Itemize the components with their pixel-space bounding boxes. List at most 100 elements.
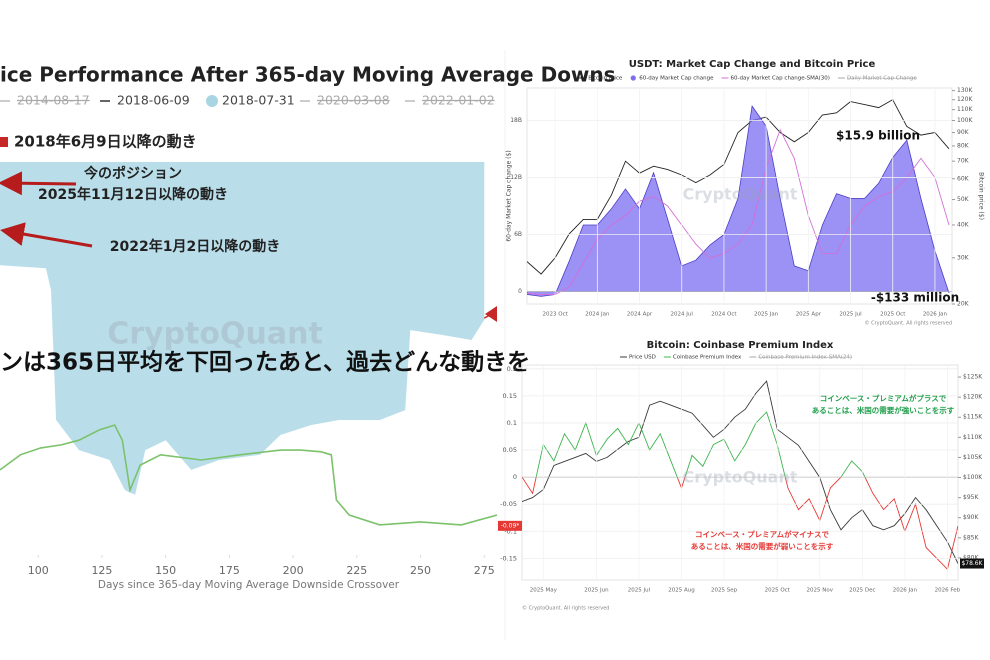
y2-tick-label: 60K (957, 175, 970, 182)
band-area (0, 162, 485, 495)
x-tick-label: 2025 Dec (849, 588, 875, 594)
annotation: $15.9 billion (836, 129, 920, 143)
x-tick-label: 2024 Jul (671, 312, 694, 318)
x-tick-label: 2025 May (530, 588, 558, 594)
series-line (522, 380, 958, 564)
x-tick-label: 2025 Apr (796, 312, 822, 318)
annotation: 2022年1月2日以降の動き (110, 238, 280, 255)
y-tick-label: 6B (514, 231, 522, 238)
legend: Price USD Coinbase Premium Index Coinbase … (619, 355, 852, 361)
y-tick-label: 0.15 (503, 392, 517, 400)
footer: © CryptoQuant. All rights reserved (865, 320, 952, 327)
y2-axis-title: Bitcoin price ($) (978, 172, 985, 220)
legend-label: 2022-01-02 (422, 93, 495, 108)
y2-tick-label: 130K (957, 87, 973, 94)
footer: © CryptoQuant. All rights reserved (522, 605, 609, 612)
y2-tick-label: $105K (963, 454, 983, 461)
y-tick-label: 0.2 (507, 365, 517, 373)
chart-title: USDT: Market Cap Change and Bitcoin Pric… (629, 59, 876, 70)
x-tick-label: 2025 Jan (754, 312, 779, 318)
area (527, 105, 950, 297)
y-tick-label: -0.15 (500, 554, 517, 562)
y-tick-label: 0 (513, 473, 517, 481)
y2-tick-label: 70K (957, 158, 970, 165)
annotation: あることは、米国の需要が弱いことを示す (691, 541, 834, 551)
y2-tick-label: $110K (963, 434, 983, 441)
y2-tick-label: 30K (957, 254, 970, 261)
y-tick-label: 0.05 (503, 446, 517, 454)
x-tick-label: 200 (283, 564, 304, 577)
legend-label: Coinbase Premium Index (673, 355, 742, 361)
y-tick-label: 0.1 (507, 419, 517, 427)
legend-label: 2020-03-08 (317, 93, 390, 108)
y2-tick-label: $80K (963, 554, 979, 561)
value-badge (498, 520, 522, 531)
y-tick-label: 0 (518, 288, 522, 295)
y2-tick-label: $90K (963, 514, 979, 521)
x-tick-label: 150 (155, 564, 176, 577)
x-tick-label: 2025 Sep (711, 588, 738, 594)
legend-label: 2018-07-31 (222, 93, 295, 108)
legend-label: 2018-06-09 (117, 93, 190, 108)
legend-label: Coinbase Premium Index-SMA(24) (758, 355, 852, 361)
arrow (0, 222, 93, 248)
chart-title: Bitcoin: Coinbase Premium Index (647, 340, 834, 351)
annotation: -$133 million (871, 291, 959, 305)
legend-label: 60-day Market Cap change (639, 76, 714, 82)
chart-title: ice Performance After 365-day Moving Ave… (0, 63, 616, 87)
y2-tick-label: 40K (957, 221, 970, 228)
x-tick-label: 225 (346, 564, 367, 577)
x-tick-label: 2024 Oct (711, 312, 737, 318)
legend-marker (206, 95, 218, 107)
annotation: コインベース・プレミアムがマイナスで (695, 529, 829, 539)
x-tick-label: 275 (474, 564, 495, 577)
x-tick-label: 2024 Apr (627, 312, 653, 318)
x-tick-label: 2025 Oct (765, 588, 791, 594)
watermark: CryptoQuant (683, 185, 798, 204)
y2-tick-label: $125K (963, 374, 983, 381)
x-tick-label: 2025 Jul (628, 588, 651, 594)
y2-tick-label: $95K (963, 494, 979, 501)
y-tick-label: -0.05 (500, 500, 517, 508)
y2-tick-label: $85K (963, 534, 979, 541)
y2-tick-label: 20K (957, 301, 970, 308)
position-marker (485, 306, 497, 322)
legend-label: 60-day Market Cap change-SMA(30) (730, 76, 829, 82)
value-badge-label: $78.6K (961, 560, 983, 567)
annotation: ンは365日平均を下回ったあと、過去どんな動きを (0, 349, 530, 376)
legend-label: 2014-08-17 (17, 93, 90, 108)
x-tick-label: 100 (28, 564, 49, 577)
annotation: 今のポジション (83, 165, 182, 182)
y2-tick-label: 110K (957, 106, 973, 113)
x-tick-label: 250 (410, 564, 431, 577)
charts: CryptoQuant ice Performance After 365-day… (0, 59, 985, 612)
y-tick-label: 18B (510, 117, 522, 124)
legend-marker (630, 75, 636, 81)
value-badge (960, 558, 984, 569)
x-tick-label: 175 (219, 564, 240, 577)
chart: CryptoQuant USDT: Market Cap Change and B… (506, 59, 985, 327)
y2-tick-label: 120K (957, 96, 973, 103)
x-tick-label: 2023 Oct (543, 312, 569, 318)
x-tick-label: 2024 Jan (585, 312, 610, 318)
y2-tick-label: 100K (957, 117, 973, 124)
series-line (0, 424, 497, 526)
plot-frame (526, 87, 953, 305)
x-tick-label: 2025 Jul (839, 312, 862, 318)
y2-tick-label: $100K (963, 474, 983, 481)
annotation: コインベース・プレミアムがプラスで (820, 393, 947, 403)
x-tick-label: 125 (91, 564, 112, 577)
chart: CryptoQuant ice Performance After 365-day… (0, 63, 616, 591)
bullet (0, 137, 8, 147)
y2-tick-label: 90K (957, 129, 970, 136)
y-tick-label: 12B (510, 174, 522, 181)
x-tick-label: 2025 Jun (584, 588, 609, 594)
annotation: 2018年6月9日以降の動き (14, 133, 197, 151)
value-badge-label: -0.09* (501, 522, 520, 529)
plot-frame (521, 364, 959, 581)
x-tick-label: 2026 Jan (923, 312, 948, 318)
x-tick-label: 2026 Feb (935, 588, 961, 594)
